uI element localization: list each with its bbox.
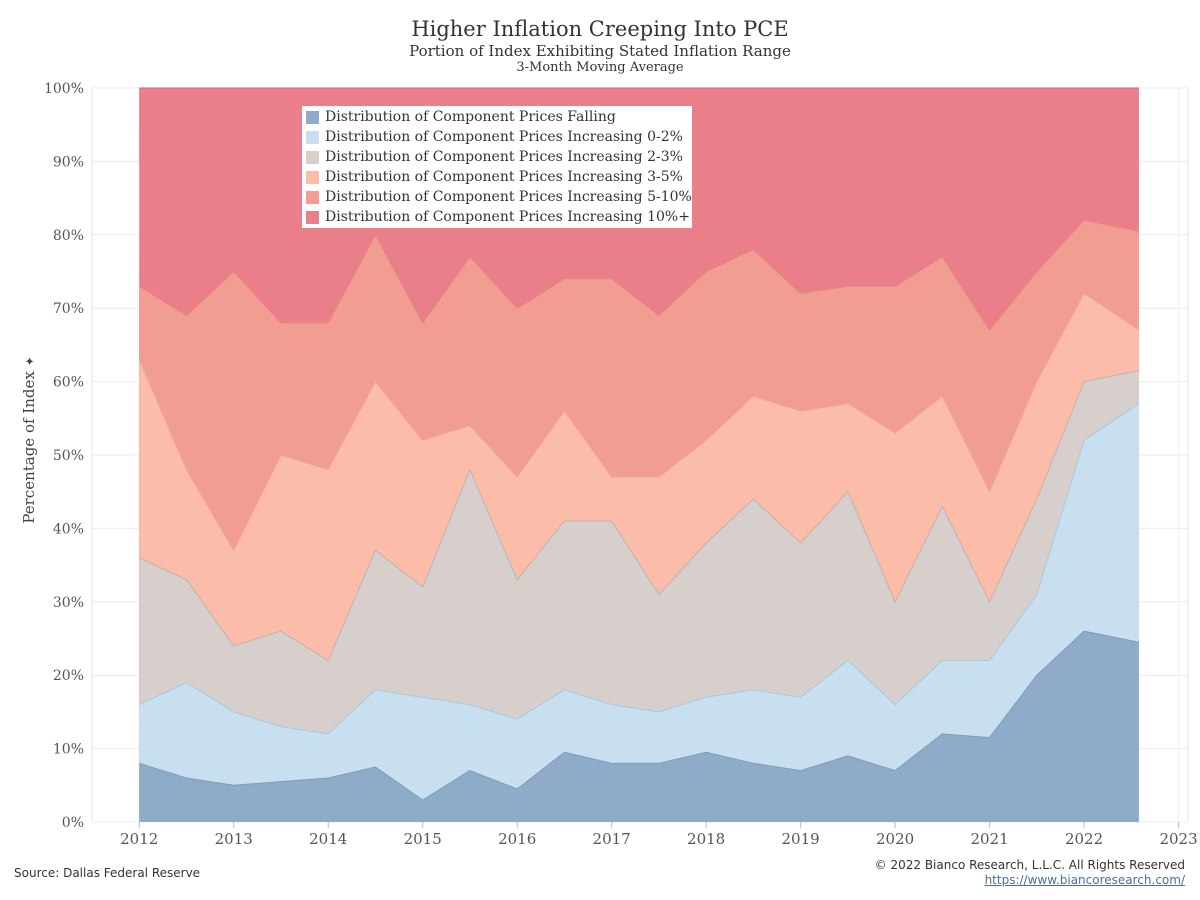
y-axis-label-text: Percentage of Index — [20, 371, 38, 524]
legend-item: Distribution of Component Prices Increas… — [302, 127, 692, 147]
source-note: Source: Dallas Federal Reserve — [14, 866, 201, 880]
pin-icon: ✦ — [23, 356, 37, 367]
legend-item: Distribution of Component Prices Increas… — [302, 147, 692, 167]
x-tick-label: 2023 — [1159, 830, 1197, 848]
legend-item: Distribution of Component Prices Falling — [302, 107, 692, 127]
series-area — [139, 631, 1139, 822]
legend-label: Distribution of Component Prices Increas… — [325, 149, 683, 165]
y-tick-label: 20% — [53, 668, 84, 684]
x-tick-label: 2017 — [593, 830, 631, 848]
y-tick-label: 60% — [53, 375, 84, 391]
series-line — [138, 292, 1140, 552]
legend-label: Distribution of Component Prices Falling — [325, 109, 616, 125]
series-line — [138, 403, 1140, 735]
x-tick-label: 2015 — [404, 830, 442, 848]
legend-swatch — [306, 110, 319, 124]
footer-right: © 2022 Bianco Research, L.L.C. All Right… — [875, 858, 1185, 888]
legend-swatch — [306, 170, 319, 184]
y-tick-label: 10% — [53, 742, 84, 758]
x-tick-label: 2014 — [309, 830, 347, 848]
y-tick-label: 70% — [53, 301, 84, 317]
legend-swatch — [306, 130, 319, 144]
legend-label: Distribution of Component Prices Increas… — [325, 209, 690, 225]
y-axis-label: Percentage of Index ✦ — [20, 356, 38, 523]
y-tick-label: 90% — [53, 154, 84, 170]
series-line — [138, 219, 1139, 332]
legend-swatch — [306, 150, 319, 164]
y-tick-label: 80% — [53, 228, 84, 244]
chart-subtitle-2: 3-Month Moving Average — [516, 60, 684, 75]
series-line — [139, 630, 1139, 801]
legend-item: Distribution of Component Prices Increas… — [302, 187, 692, 207]
y-tick-label: 40% — [53, 521, 84, 537]
chart-subtitle: Portion of Index Exhibiting Stated Infla… — [409, 42, 791, 60]
x-tick-label: 2016 — [498, 830, 536, 848]
y-tick-label: 30% — [53, 595, 84, 611]
x-tick-label: 2018 — [687, 830, 725, 848]
y-tick-label: 0% — [62, 815, 84, 831]
legend-label: Distribution of Component Prices Increas… — [325, 129, 683, 145]
legend-swatch — [306, 190, 319, 204]
x-tick-label: 2022 — [1065, 830, 1103, 848]
series-area — [139, 403, 1139, 822]
legend-item: Distribution of Component Prices Increas… — [302, 207, 692, 227]
copyright-text: © 2022 Bianco Research, L.L.C. All Right… — [874, 858, 1185, 872]
legend-label: Distribution of Component Prices Increas… — [325, 169, 683, 185]
legend-label: Distribution of Component Prices Increas… — [325, 189, 692, 205]
series-line — [138, 370, 1139, 662]
x-tick-label: 2021 — [970, 830, 1008, 848]
website-link[interactable]: https://www.biancoresearch.com/ — [984, 873, 1185, 887]
x-tick-label: 2019 — [782, 830, 820, 848]
chart-title: Higher Inflation Creeping Into PCE — [411, 17, 789, 41]
title-block: Higher Inflation Creeping Into PCE Porti… — [0, 16, 1200, 76]
legend-swatch — [306, 210, 319, 224]
x-tick-label: 2012 — [120, 830, 158, 848]
x-tick-label: 2013 — [215, 830, 253, 848]
y-tick-label: 100% — [44, 81, 84, 97]
legend-item: Distribution of Component Prices Increas… — [302, 167, 692, 187]
x-tick-label: 2020 — [876, 830, 914, 848]
legend: Distribution of Component Prices Falling… — [302, 106, 692, 228]
y-tick-label: 50% — [53, 448, 84, 464]
